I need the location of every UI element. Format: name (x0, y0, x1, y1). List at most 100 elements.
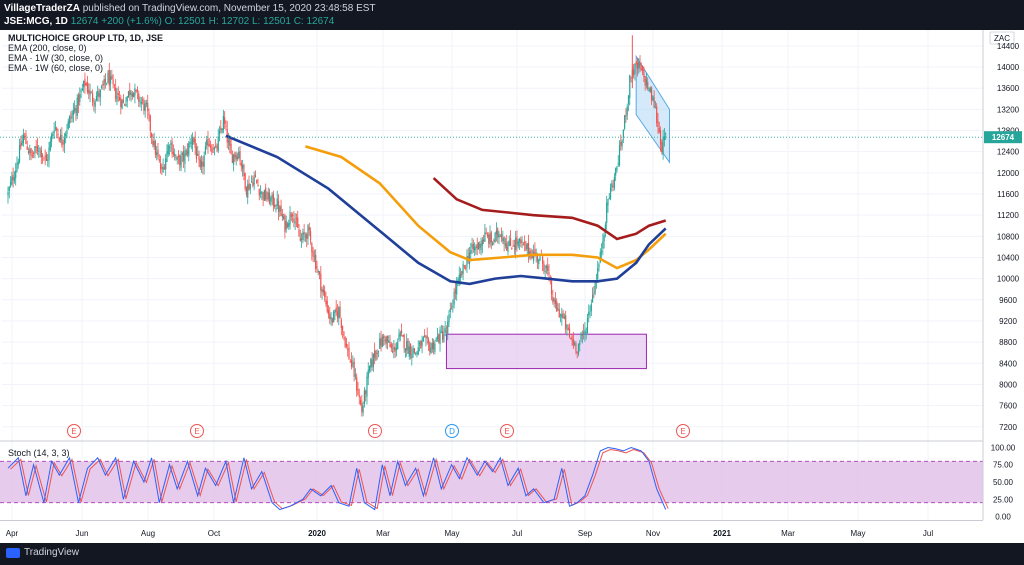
time-tick-label: Jun (76, 529, 89, 538)
candle-body (207, 138, 209, 147)
candle-body (413, 348, 415, 353)
candle-body (383, 336, 385, 339)
candle-body (506, 242, 508, 251)
candle-body (486, 234, 489, 237)
candle-body (262, 192, 264, 200)
candle-body (167, 145, 169, 155)
candle-body (204, 146, 207, 154)
time-tick-label: May (444, 529, 459, 538)
legend-ema200[interactable]: EMA (200, close, 0) (8, 43, 87, 53)
candle-body (640, 68, 642, 70)
candle-body (422, 337, 424, 341)
candle-body (220, 127, 222, 130)
candle-body (88, 89, 90, 94)
candle-body (471, 243, 473, 248)
candle-body (541, 256, 544, 264)
candle-body (43, 157, 45, 159)
candle-body (176, 157, 178, 160)
candle-body (652, 96, 654, 101)
candle-body (618, 145, 621, 166)
candle-body (662, 137, 664, 155)
candle-body (74, 107, 76, 112)
candle-body (574, 343, 576, 345)
candle-body (271, 194, 273, 199)
candle-body (61, 134, 63, 145)
candle-body (461, 271, 463, 276)
time-axis[interactable]: Apr Jun Aug Oct 2020 Mar May Jul Sep Nov 2021 Mar Ma… (0, 520, 983, 539)
candle-body (183, 150, 185, 161)
candle-body (384, 339, 386, 342)
event-marker-label: D (449, 427, 455, 436)
candle-body (570, 337, 572, 339)
candle-body (106, 83, 108, 85)
candle-body (452, 305, 454, 308)
price-tick-label: 11600 (997, 190, 1019, 199)
candle-body (136, 89, 139, 92)
candle-body (256, 179, 258, 183)
candle-body (440, 331, 442, 333)
candle-body (491, 242, 494, 245)
price-channel[interactable] (635, 54, 671, 164)
candle-body (185, 149, 187, 155)
candle-body (294, 221, 296, 224)
candle-body (458, 274, 460, 282)
candle-body (339, 306, 341, 318)
candle-body (336, 311, 339, 318)
candle-body (665, 133, 667, 135)
candle-body (211, 147, 213, 153)
candle-body (239, 151, 241, 162)
candle-body (557, 307, 559, 310)
candle-body (72, 110, 74, 115)
candle-body (162, 166, 164, 172)
candle-body (157, 149, 159, 157)
candle-body (448, 314, 450, 323)
candle-body (489, 233, 491, 245)
candle-body (248, 183, 250, 190)
candle-body (593, 292, 595, 294)
candle-body (430, 348, 432, 354)
price-tick-label: 13200 (997, 105, 1020, 114)
candle-body (331, 318, 333, 323)
event-marker: E (676, 424, 690, 438)
stoch-legend[interactable]: Stoch (14, 3, 3) (8, 448, 70, 458)
candle-body (424, 335, 426, 338)
candle-body (377, 350, 380, 353)
candle-body (97, 90, 99, 97)
price-chart[interactable]: E E E D E E ZAC 7200 7600 8000 8400 8800 9200 9600 10… (0, 30, 1024, 543)
legend-ema60w[interactable]: EMA · 1W (60, close, 0) (8, 63, 104, 73)
candle-body (525, 243, 527, 251)
stoch-tick-label: 25.00 (993, 495, 1014, 504)
candle-body (415, 353, 417, 355)
candle-body (354, 374, 357, 377)
candle-body (459, 273, 462, 278)
candle-body (358, 395, 360, 398)
candle-body (500, 233, 503, 239)
candle-body (493, 240, 495, 242)
candle-body (318, 271, 321, 275)
candle-body (366, 376, 368, 397)
consolidation-box[interactable] (445, 333, 647, 370)
candle-body (16, 163, 18, 172)
candle-body (352, 363, 354, 365)
event-marker: E (500, 424, 514, 438)
ema-200-line (225, 134, 667, 286)
tradingview-logo[interactable]: TradingView (6, 547, 79, 558)
candle-body (456, 283, 458, 295)
candle-body (230, 143, 232, 155)
candle-body (635, 61, 637, 65)
candle-body (439, 329, 441, 345)
candle-body (263, 190, 265, 201)
candle-body (112, 79, 114, 85)
candle-body (375, 350, 377, 361)
legend-ema30w[interactable]: EMA · 1W (30, close, 0) (8, 53, 104, 63)
price-axis[interactable]: ZAC 7200 7600 8000 8400 8800 9200 9600 10000 1040… (982, 30, 1024, 543)
candle-body (433, 342, 435, 350)
candle-body (566, 324, 568, 328)
candle-body (483, 239, 485, 242)
stoch-d-line (10, 448, 669, 510)
candle-body (189, 141, 191, 145)
candle-body (293, 218, 295, 222)
publisher-name[interactable]: VillageTraderZA (4, 3, 80, 14)
candle-body (490, 232, 492, 243)
